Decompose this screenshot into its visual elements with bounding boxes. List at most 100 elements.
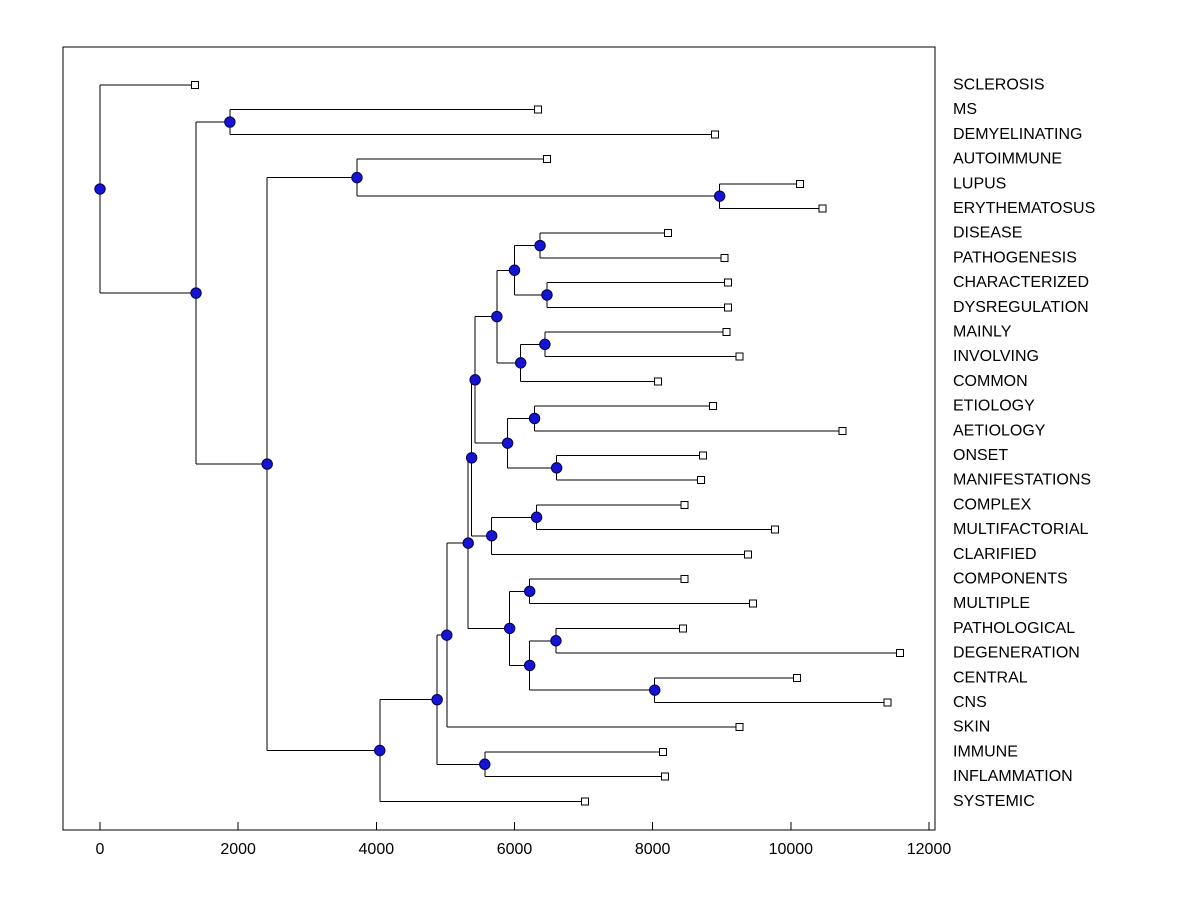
x-axis-tick-label: 4000 — [359, 841, 395, 858]
internal-node-marker — [503, 622, 516, 635]
leaf-marker — [722, 328, 731, 336]
leaf-marker — [663, 229, 672, 238]
leaf-marker — [710, 130, 719, 139]
leaf-marker — [697, 476, 706, 485]
leaf-marker — [838, 426, 847, 435]
leaf-label: ONSET — [953, 447, 1008, 464]
leaf-marker — [542, 155, 551, 164]
leaf-marker — [770, 525, 779, 534]
plot-border — [62, 46, 936, 831]
leaf-label: INFLAMMATION — [953, 768, 1073, 785]
leaf-label: CHARACTERIZED — [953, 274, 1089, 291]
internal-node-marker — [530, 511, 543, 523]
internal-node-marker — [374, 744, 386, 757]
x-axis-tick-label: 6000 — [497, 841, 533, 858]
x-axis-tick-label: 10000 — [769, 841, 814, 858]
leaf-label: INVOLVING — [953, 348, 1039, 365]
leaf-marker — [748, 599, 757, 608]
internal-node-marker — [465, 452, 478, 464]
leaf-label: CLARIFIED — [953, 546, 1037, 563]
leaf-label: DYSREGULATION — [953, 299, 1089, 316]
internal-node-marker — [523, 585, 536, 598]
x-axis-tick-label: 2000 — [220, 841, 256, 858]
x-axis-tick-label: 0 — [96, 841, 105, 858]
leaf-label: CENTRAL — [953, 669, 1028, 686]
internal-node-marker — [528, 412, 541, 425]
leaf-label: IMMUNE — [953, 743, 1018, 760]
internal-node-marker — [508, 264, 521, 276]
leaf-marker — [793, 673, 802, 682]
leaf-label: PATHOLOGICAL — [953, 620, 1075, 637]
leaf-label: MAINLY — [953, 324, 1012, 341]
internal-node-marker — [190, 287, 202, 299]
leaf-marker — [679, 624, 688, 633]
leaf-marker — [661, 772, 670, 781]
leaf-label: CNS — [953, 694, 987, 711]
leaf-label: MULTIFACTORIAL — [953, 521, 1089, 538]
leaf-label: AETIOLOGY — [953, 422, 1046, 439]
internal-node-marker — [94, 183, 106, 195]
leaf-marker — [190, 81, 199, 89]
leaf-marker — [895, 649, 904, 658]
leaf-label: COMMON — [953, 373, 1028, 390]
leaf-marker — [720, 253, 729, 262]
leaf-label: PATHOGENESIS — [953, 249, 1077, 266]
leaf-marker — [680, 575, 689, 583]
internal-node-marker — [469, 374, 481, 386]
leaf-label: SCLEROSIS — [953, 77, 1045, 94]
leaf-label: DEGENERATION — [953, 645, 1080, 662]
leaf-label: MULTIPLE — [953, 595, 1030, 612]
internal-node-marker — [441, 629, 453, 641]
node-markers — [94, 81, 904, 806]
internal-node-marker — [534, 239, 546, 252]
internal-node-marker — [550, 462, 563, 474]
leaf-marker — [723, 303, 732, 312]
x-axis-tick-label: 8000 — [635, 841, 671, 858]
leaf-marker — [883, 698, 892, 707]
leaf-marker — [723, 278, 732, 287]
leaf-marker — [653, 377, 662, 386]
internal-node-marker — [261, 458, 273, 470]
leaf-label: COMPLEX — [953, 496, 1032, 513]
branch-lines — [99, 84, 900, 802]
x-axis: 0 2000 4000 6000 8000 10000 12000 — [96, 822, 952, 858]
leaf-label: MS — [953, 101, 977, 118]
leaf-marker — [659, 747, 668, 756]
leaf-label: ERYTHEMATOSUS — [953, 200, 1095, 217]
leaf-marker — [698, 451, 707, 460]
leaf-label: SKIN — [953, 719, 990, 736]
leaf-marker — [735, 723, 744, 732]
internal-node-marker — [431, 694, 443, 706]
leaf-marker — [580, 797, 589, 806]
leaf-marker — [708, 402, 717, 411]
internal-node-marker — [541, 289, 553, 301]
internal-node-marker — [491, 310, 503, 323]
leaf-label: DISEASE — [953, 225, 1022, 242]
internal-node-marker — [523, 659, 536, 672]
leaf-marker — [795, 179, 804, 188]
internal-node-marker — [649, 684, 661, 696]
internal-node-marker — [539, 338, 551, 351]
internal-node-marker — [479, 758, 491, 770]
leaf-label: DEMYELINATING — [953, 126, 1083, 143]
x-axis-tick-label: 12000 — [907, 841, 952, 858]
internal-node-marker — [462, 537, 474, 549]
leaf-label: COMPONENTS — [953, 571, 1068, 588]
leaf-marker — [680, 500, 689, 509]
internal-node-marker — [224, 116, 236, 128]
leaf-marker — [744, 550, 753, 559]
leaf-label: LUPUS — [953, 175, 1006, 192]
internal-node-marker — [351, 171, 363, 184]
leaf-label: SYSTEMIC — [953, 793, 1035, 810]
internal-node-marker — [486, 530, 498, 542]
leaf-labels: SCLEROSIS MS DEMYELINATING AUTOIMMUNE LUPUS E… — [953, 77, 1095, 810]
leaf-label: ETIOLOGY — [953, 398, 1035, 415]
leaf-label: AUTOIMMUNE — [953, 151, 1062, 168]
leaf-marker — [533, 105, 542, 114]
internal-node-marker — [501, 437, 514, 449]
internal-node-marker — [550, 635, 562, 647]
internal-node-marker — [713, 190, 726, 202]
leaf-label: MANIFESTATIONS — [953, 472, 1091, 489]
